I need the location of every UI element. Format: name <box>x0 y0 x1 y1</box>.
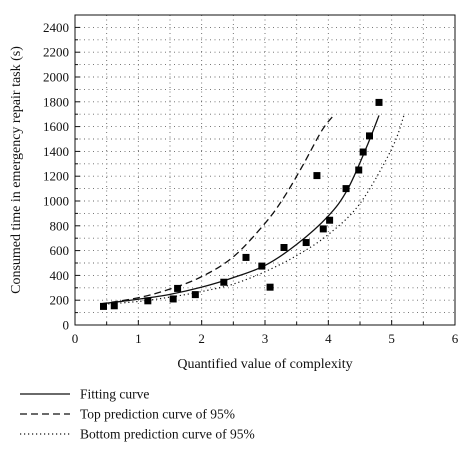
x-tick-label: 6 <box>452 331 459 346</box>
legend-entry-label: Top prediction curve of 95% <box>80 407 235 422</box>
y-tick-label: 400 <box>50 268 70 283</box>
data-point <box>258 262 266 270</box>
y-tick-label: 200 <box>50 293 70 308</box>
legend-entry-label: Fitting curve <box>80 387 149 402</box>
x-axis-label: Quantified value of complexity <box>177 357 352 372</box>
data-point <box>302 239 310 247</box>
x-tick-label: 1 <box>135 331 142 346</box>
curve-dashed <box>100 113 336 305</box>
y-tick-label: 1000 <box>43 194 69 209</box>
x-tick-label: 5 <box>388 331 395 346</box>
y-tick-label: 0 <box>63 318 70 333</box>
data-point <box>100 302 107 310</box>
data-point <box>266 283 274 291</box>
y-tick-label: 2400 <box>43 20 69 35</box>
y-tick-label: 600 <box>50 243 70 258</box>
curve-dotted <box>100 113 405 306</box>
x-tick-label: 3 <box>262 331 269 346</box>
data-point <box>169 295 177 303</box>
data-point <box>319 225 327 233</box>
data-point <box>326 216 334 224</box>
legend: Fitting curve Top prediction curve of 95%… <box>20 387 255 442</box>
plot-frame <box>74 14 456 326</box>
data-point <box>375 98 383 106</box>
curves <box>100 113 405 306</box>
data-point <box>280 244 288 251</box>
data-point <box>110 302 118 310</box>
data-point <box>144 297 152 305</box>
data-point <box>366 132 373 140</box>
x-tick-label: 4 <box>325 331 332 346</box>
data-point <box>191 291 199 299</box>
y-tick-label: 2200 <box>43 45 69 60</box>
y-tick-label: 1400 <box>43 144 69 159</box>
y-axis-label: Consumed time in emergency repair task (… <box>9 46 24 294</box>
x-tick-label: 2 <box>198 331 205 346</box>
y-tick-label: 1800 <box>43 94 69 109</box>
data-point <box>174 284 182 292</box>
data-point <box>220 278 228 286</box>
data-point <box>313 172 321 180</box>
data-point <box>342 185 350 193</box>
x-tick-label: 0 <box>72 331 79 346</box>
legend-entry-label: Bottom prediction curve of 95% <box>80 427 255 442</box>
curve-solid <box>100 115 380 305</box>
y-tick-label: 1600 <box>43 119 69 134</box>
axis-ticks: 0 1 2 3 4 5 6 0 200 400 600 800 1000 1200 1400 1600 1800… <box>43 20 459 346</box>
y-tick-label: 1200 <box>43 169 69 184</box>
data-points <box>100 98 383 310</box>
data-point <box>242 253 250 261</box>
data-point <box>355 166 363 174</box>
grid <box>75 15 455 325</box>
y-tick-label: 800 <box>50 218 70 233</box>
y-tick-label: 2000 <box>43 70 69 85</box>
data-point <box>359 148 367 156</box>
